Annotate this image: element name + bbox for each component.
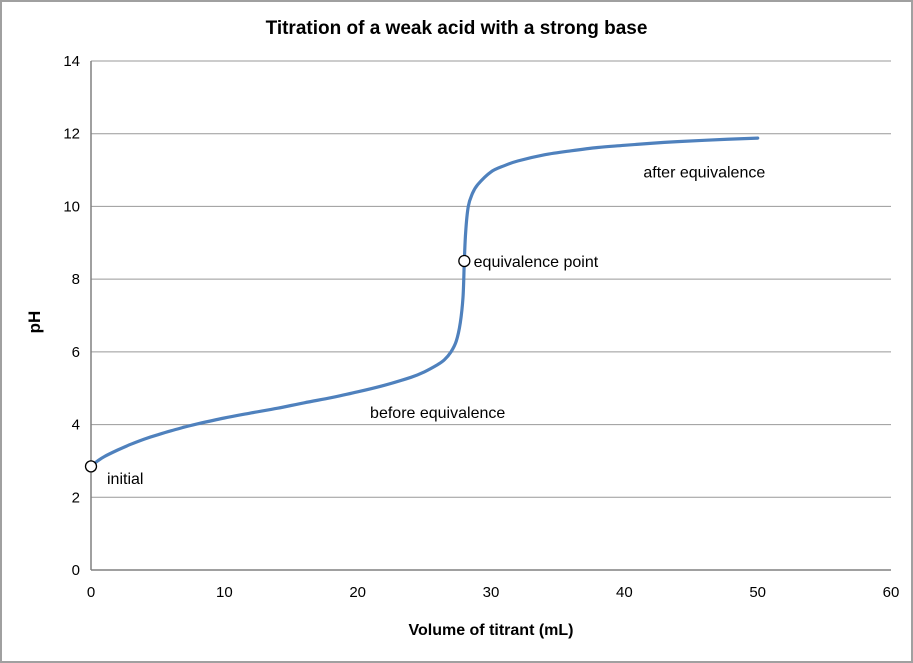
x-tick-label: 30 (483, 584, 500, 601)
x-tick-label: 50 (749, 584, 766, 601)
y-tick-label: 12 (63, 126, 80, 143)
annotation-before-equivalence: before equivalence (370, 405, 505, 422)
annotation-equivalence-point: equivalence point (474, 254, 599, 271)
chart-title: Titration of a weak acid with a strong b… (265, 18, 648, 39)
y-tick-label: 2 (72, 489, 80, 506)
x-axis-title: Volume of titrant (mL) (408, 622, 574, 639)
x-tick-label: 10 (216, 584, 233, 601)
x-tick-label: 20 (349, 584, 366, 601)
x-tick-label: 40 (616, 584, 633, 601)
annotation-after-equivalence: after equivalence (643, 164, 765, 181)
titration-curve (89, 136, 760, 468)
equivalence-point-marker (458, 254, 471, 268)
initial-point-marker (84, 460, 98, 473)
annotation-initial: initial (107, 471, 143, 488)
y-tick-label: 0 (72, 562, 80, 579)
x-tick-label: 0 (87, 584, 95, 601)
y-tick-label: 10 (63, 198, 80, 215)
x-tick-label: 60 (883, 584, 900, 601)
y-tick-label: 8 (72, 271, 80, 288)
y-tick-label: 6 (72, 344, 80, 361)
y-tick-label: 4 (72, 417, 80, 434)
y-tick-label: 14 (63, 53, 80, 70)
